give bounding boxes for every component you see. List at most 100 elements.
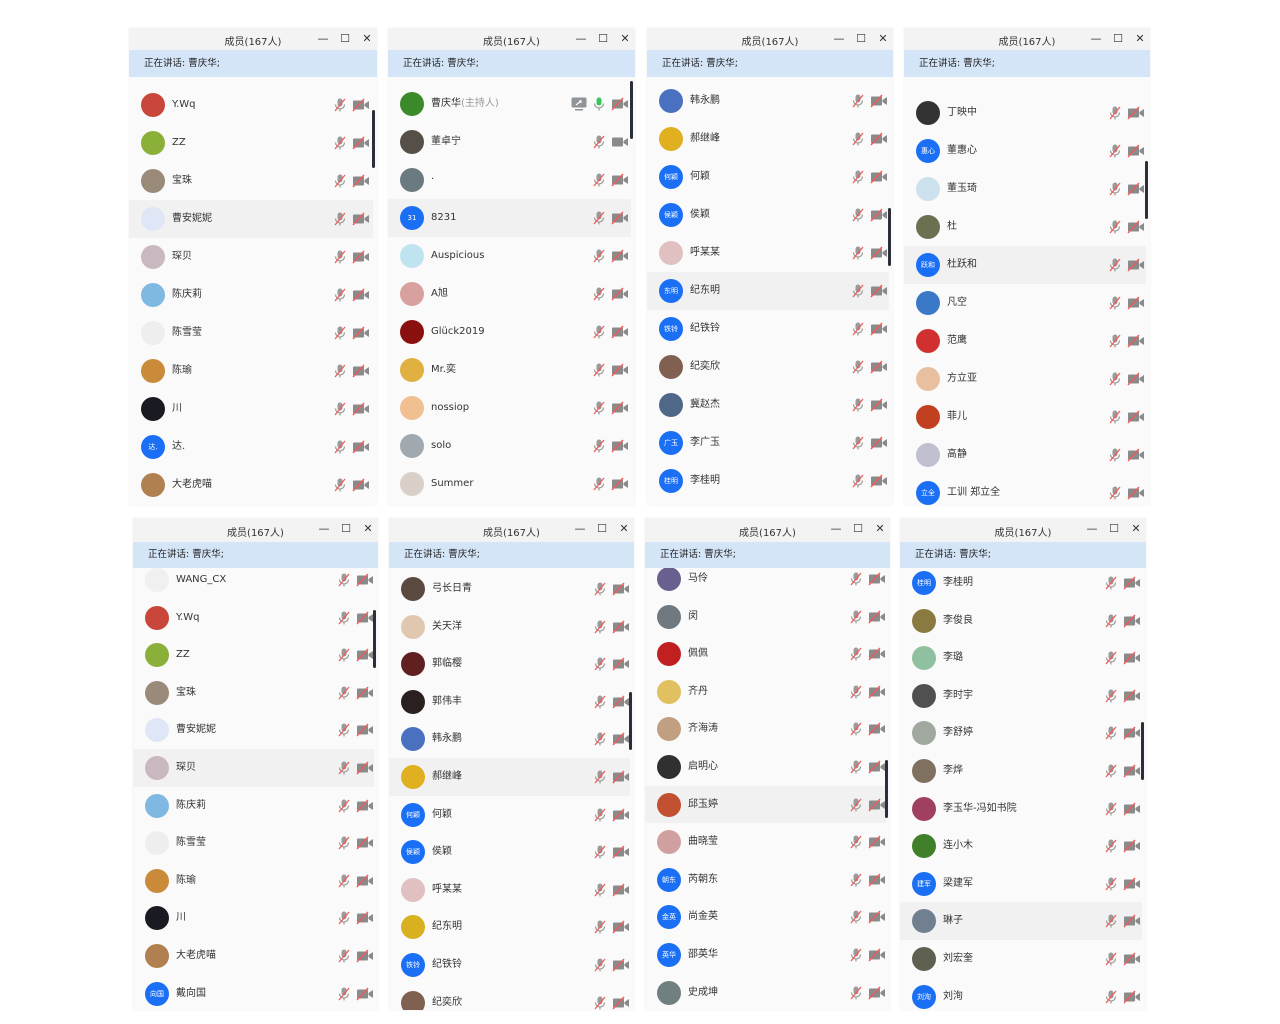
mic-muted-icon[interactable] <box>591 172 607 188</box>
mic-muted-icon[interactable] <box>591 400 607 416</box>
mic-muted-icon[interactable] <box>850 93 866 109</box>
mic-muted-icon[interactable] <box>592 919 608 935</box>
camera-off-icon[interactable] <box>356 873 373 889</box>
camera-off-icon[interactable] <box>612 995 629 1010</box>
camera-off-icon[interactable] <box>1123 801 1140 817</box>
camera-off-icon[interactable] <box>1123 613 1140 629</box>
member-row[interactable]: 琛贝 <box>129 238 373 276</box>
mic-muted-icon[interactable] <box>591 362 607 378</box>
maximize-button[interactable]: ☐ <box>856 32 866 45</box>
mic-muted-icon[interactable] <box>1103 725 1119 741</box>
member-row[interactable]: 川 <box>133 899 374 937</box>
member-row[interactable]: 董玉琦 <box>904 170 1146 208</box>
camera-off-icon[interactable] <box>611 324 628 340</box>
member-row[interactable]: 韩永鹏 <box>647 82 889 120</box>
scrollbar-thumb[interactable] <box>1141 722 1144 781</box>
camera-off-icon[interactable] <box>1127 333 1144 349</box>
mic-muted-icon[interactable] <box>848 985 864 1001</box>
mic-muted-icon[interactable] <box>1103 876 1119 892</box>
mic-muted-icon[interactable] <box>850 245 866 261</box>
member-row[interactable]: solo <box>388 427 631 465</box>
minimize-button[interactable]: — <box>830 522 842 535</box>
mic-muted-icon[interactable] <box>848 609 864 625</box>
mic-muted-icon[interactable] <box>850 473 866 489</box>
mic-muted-icon[interactable] <box>592 769 608 785</box>
mic-muted-icon[interactable] <box>592 807 608 823</box>
mic-muted-icon[interactable] <box>850 283 866 299</box>
member-row[interactable]: 达. 达. <box>129 428 373 466</box>
camera-off-icon[interactable] <box>1123 989 1140 1005</box>
camera-off-icon[interactable] <box>356 572 373 588</box>
member-row[interactable]: 琛贝 <box>133 748 374 787</box>
camera-off-icon[interactable] <box>356 610 373 626</box>
maximize-button[interactable]: ☐ <box>598 32 608 45</box>
mic-muted-icon[interactable] <box>332 401 348 417</box>
member-row[interactable]: 郭临樱 <box>389 645 630 683</box>
member-row[interactable]: Y.Wq <box>129 86 373 124</box>
member-row[interactable]: 桂明 李桂明 <box>647 462 889 500</box>
member-row[interactable]: A旭 <box>388 275 631 313</box>
close-button[interactable]: ✕ <box>362 32 372 45</box>
camera-off-icon[interactable] <box>356 948 373 964</box>
member-row[interactable]: 陈雪莹 <box>129 314 373 352</box>
mic-muted-icon[interactable] <box>591 210 607 226</box>
camera-off-icon[interactable] <box>611 286 628 302</box>
maximize-button[interactable]: ☐ <box>1113 32 1123 45</box>
member-row[interactable]: 惠心 董惠心 <box>904 132 1146 170</box>
member-row[interactable]: Mr.奕 <box>388 351 631 389</box>
camera-off-icon[interactable] <box>611 476 628 492</box>
member-row[interactable]: 范鹰 <box>904 322 1146 360</box>
member-row[interactable]: 冀赵杰 <box>647 386 889 424</box>
mic-muted-icon[interactable] <box>1103 951 1119 967</box>
camera-off-icon[interactable] <box>868 646 885 662</box>
mic-muted-icon[interactable] <box>1107 295 1123 311</box>
member-row[interactable]: 陈庆莉 <box>129 276 373 314</box>
member-row[interactable]: 31 8231 <box>388 199 631 237</box>
camera-off-icon[interactable] <box>870 397 887 413</box>
mic-muted-icon[interactable] <box>592 656 608 672</box>
mic-muted-icon[interactable] <box>336 873 352 889</box>
camera-off-icon[interactable] <box>1123 575 1140 591</box>
member-row[interactable]: 马伶 <box>645 568 886 598</box>
camera-off-icon[interactable] <box>870 435 887 451</box>
camera-off-icon[interactable] <box>1123 951 1140 967</box>
mic-muted-icon[interactable] <box>1103 801 1119 817</box>
camera-off-icon[interactable] <box>870 169 887 185</box>
mic-muted-icon[interactable] <box>592 995 608 1010</box>
member-row[interactable]: 齐丹 <box>645 673 886 711</box>
camera-off-icon[interactable] <box>868 609 885 625</box>
member-row[interactable]: 何颖 何颖 <box>389 796 630 834</box>
scrollbar-thumb[interactable] <box>885 760 888 818</box>
member-row[interactable]: 齐海涛 <box>645 710 886 748</box>
mic-muted-icon[interactable] <box>1107 219 1123 235</box>
mic-muted-icon[interactable] <box>591 134 607 150</box>
camera-off-icon[interactable] <box>611 438 628 454</box>
member-row[interactable]: 史成坤 <box>645 974 886 1010</box>
mic-muted-icon[interactable] <box>848 797 864 813</box>
camera-off-icon[interactable] <box>870 131 887 147</box>
mic-muted-icon[interactable] <box>1107 257 1123 273</box>
mic-muted-icon[interactable] <box>850 131 866 147</box>
member-row[interactable]: 李璐 <box>900 639 1142 677</box>
mic-muted-icon[interactable] <box>332 135 348 151</box>
close-button[interactable]: ✕ <box>619 522 629 535</box>
scrollbar-thumb[interactable] <box>629 692 632 751</box>
mic-muted-icon[interactable] <box>1103 650 1119 666</box>
mic-muted-icon[interactable] <box>1103 838 1119 854</box>
mic-muted-icon[interactable] <box>336 760 352 776</box>
mic-muted-icon[interactable] <box>592 731 608 747</box>
camera-off-icon[interactable] <box>352 249 369 265</box>
mic-muted-icon[interactable] <box>332 249 348 265</box>
close-button[interactable]: ✕ <box>1135 32 1145 45</box>
mic-muted-icon[interactable] <box>1107 181 1123 197</box>
camera-off-icon[interactable] <box>1123 876 1140 892</box>
mic-muted-icon[interactable] <box>848 684 864 700</box>
mic-muted-icon[interactable] <box>336 948 352 964</box>
camera-off-icon[interactable] <box>356 647 373 663</box>
scrollbar-thumb[interactable] <box>888 207 891 266</box>
camera-off-icon[interactable] <box>1127 409 1144 425</box>
minimize-button[interactable]: — <box>1086 522 1098 535</box>
mic-muted-icon[interactable] <box>336 685 352 701</box>
camera-off-icon[interactable] <box>870 359 887 375</box>
mic-muted-icon[interactable] <box>850 397 866 413</box>
